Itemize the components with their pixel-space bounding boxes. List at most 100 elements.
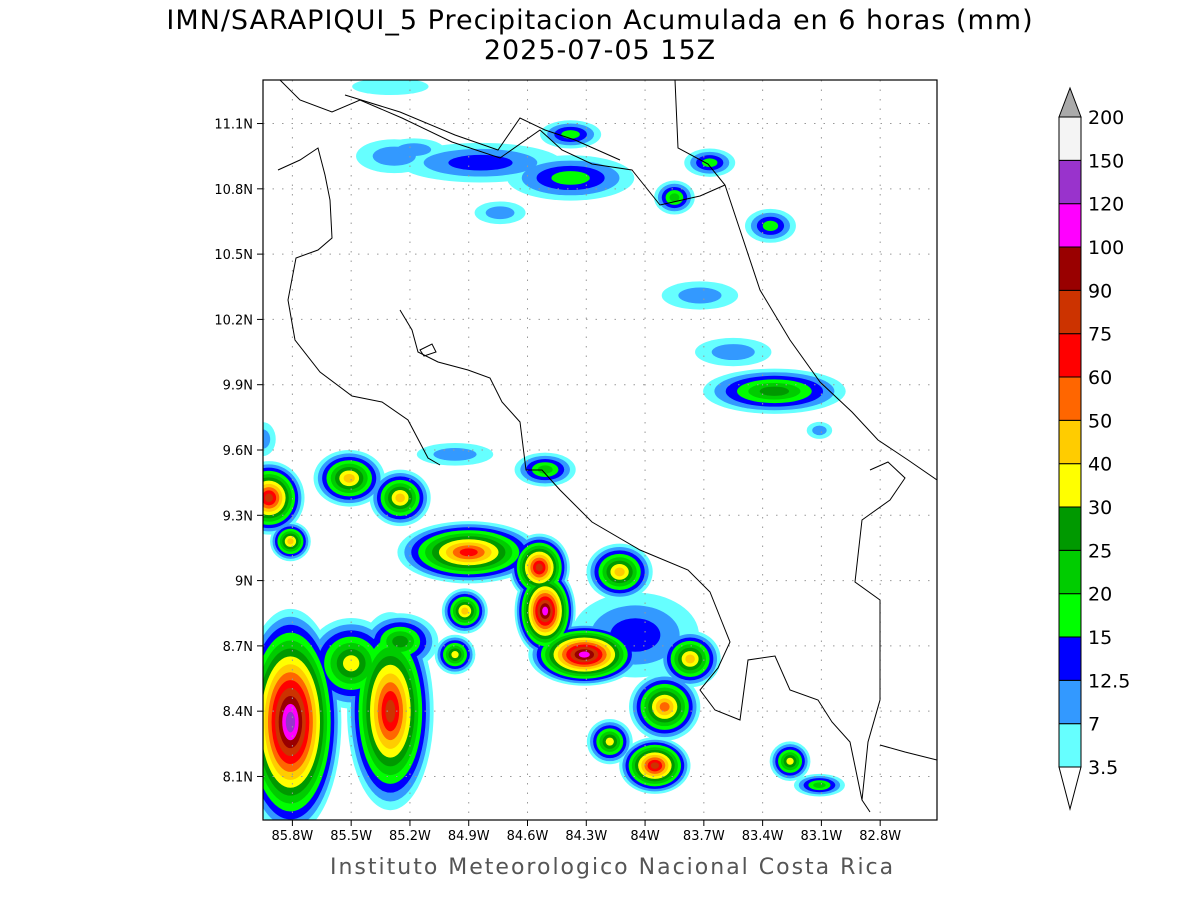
colorbar-swatch	[1058, 246, 1082, 291]
precip-cell-level	[812, 425, 827, 436]
precip-cell-level	[396, 143, 432, 157]
x-tick-label: 84.6W	[507, 829, 549, 844]
precip-cell-level	[385, 699, 396, 723]
precip-cell-level	[448, 154, 513, 171]
precip-cell-level	[343, 473, 355, 483]
y-tick-label: 9.3N	[223, 509, 253, 524]
colorbar-label: 90	[1088, 280, 1112, 302]
colorbar-label: 200	[1088, 107, 1124, 129]
colorbar-under-arrow	[1058, 766, 1082, 811]
pacific-coastline	[277, 147, 863, 801]
precip-cell-level	[786, 757, 794, 765]
y-tick-label: 8.7N	[223, 640, 253, 655]
colorbar-swatch	[1058, 419, 1082, 465]
colorbar-swatch	[1058, 116, 1082, 161]
precip-cell-level	[285, 711, 296, 733]
colorbar-swatch	[1058, 333, 1082, 378]
y-tick-label: 8.4N	[223, 705, 253, 720]
precip-cell-level	[451, 651, 459, 659]
precip-cell-level	[352, 80, 429, 96]
colorbar-label: 50	[1088, 410, 1112, 432]
chart-title: IMN/SARAPIQUI_5 Precipitacion Acumulada …	[166, 5, 1034, 36]
caribbean-coastline	[674, 80, 937, 481]
precip-cell-level	[813, 782, 826, 788]
precip-cell-level	[685, 654, 695, 664]
precip-cell-level	[287, 538, 294, 545]
colorbar: 3.5 7 12.5 15 20 25 30 40 50 60 75 90 100 120 150 200	[1058, 86, 1130, 811]
colorbar-label: 20	[1088, 584, 1112, 606]
y-tick-label: 10.8N	[214, 183, 253, 198]
y-tick-label: 9N	[235, 575, 253, 590]
colorbar-label: 15	[1088, 627, 1112, 649]
precip-cell-level	[264, 493, 273, 503]
lake-nicaragua	[344, 94, 621, 161]
colorbar-label: 60	[1088, 367, 1112, 389]
coastlines	[277, 80, 937, 813]
precip-cell-level	[762, 220, 779, 231]
precip-cell-level	[485, 206, 515, 220]
y-tick-label: 9.9N	[223, 379, 253, 394]
colorbar-label: 12.5	[1088, 670, 1130, 692]
chart-subtitle: 2025-07-05 15Z	[483, 35, 717, 66]
y-tick-label: 9.6N	[223, 444, 253, 459]
colorbar-swatch	[1058, 723, 1082, 768]
x-axis-ticks: 85.8W 85.5W 85.2W 84.9W 84.6W 84.3W 84W 83.7W 83…	[271, 820, 901, 844]
x-tick-label: 84W	[630, 829, 660, 844]
precip-cell-level	[678, 287, 722, 304]
colorbar-label: 30	[1088, 497, 1112, 519]
x-tick-label: 82.8W	[859, 829, 901, 844]
precip-cell-level	[395, 493, 405, 503]
colorbar-label: 3.5	[1088, 757, 1118, 779]
precip-cell-level	[537, 465, 553, 474]
panama-border	[854, 461, 906, 813]
y-tick-label: 10.5N	[214, 248, 253, 263]
island	[419, 343, 437, 357]
chiriqui-coast	[879, 744, 937, 761]
nicaragua-border	[279, 80, 726, 206]
precip-cell-level	[542, 606, 549, 616]
y-tick-label: 10.2N	[214, 313, 253, 328]
footer-credit: Instituto Meteorologico Nacional Costa R…	[330, 855, 896, 880]
colorbar-swatch	[1058, 549, 1082, 595]
x-tick-label: 84.9W	[448, 829, 490, 844]
x-tick-label: 83.7W	[683, 829, 725, 844]
precip-cells	[263, 80, 846, 820]
colorbar-label: 120	[1088, 194, 1124, 216]
precip-cell-level	[392, 635, 409, 648]
precip-cell-level	[669, 193, 680, 202]
colorbar-swatch	[1058, 289, 1082, 335]
x-tick-label: 85.5W	[330, 829, 372, 844]
precip-cell-level	[659, 702, 670, 712]
x-tick-label: 83.1W	[800, 829, 842, 844]
y-tick-label: 11.1N	[214, 118, 253, 133]
colorbar-over-arrow	[1058, 86, 1082, 118]
colorbar-label: 100	[1088, 237, 1124, 259]
x-tick-label: 85.2W	[389, 829, 431, 844]
precip-cell-level	[711, 344, 755, 361]
colorbar-swatch	[1058, 463, 1082, 508]
y-tick-label: 8.1N	[223, 770, 253, 785]
precip-cell-level	[702, 158, 718, 167]
precip-cell-level	[459, 548, 478, 557]
colorbar-label: 75	[1088, 324, 1112, 346]
colorbar-swatch	[1058, 506, 1082, 551]
x-tick-label: 84.3W	[565, 829, 607, 844]
x-tick-label: 83.4W	[742, 829, 784, 844]
colorbar-swatch	[1058, 159, 1082, 205]
precip-cell-level	[263, 429, 271, 449]
colorbar-label: 25	[1088, 540, 1112, 562]
precip-cell-level	[578, 651, 590, 658]
colorbar-label: 7	[1088, 714, 1100, 736]
precip-cell-level	[433, 447, 477, 461]
precip-cell-level	[614, 567, 625, 577]
precip-cell-level	[461, 607, 469, 615]
precip-cell-level	[759, 386, 790, 396]
colorbar-swatch	[1058, 376, 1082, 421]
precip-cell-level	[650, 762, 659, 769]
precip-cell-level	[561, 130, 580, 139]
colorbar-swatch	[1058, 679, 1082, 725]
colorbar-swatch	[1058, 636, 1082, 681]
precip-cell-level	[605, 737, 614, 746]
colorbar-swatch	[1058, 593, 1082, 638]
